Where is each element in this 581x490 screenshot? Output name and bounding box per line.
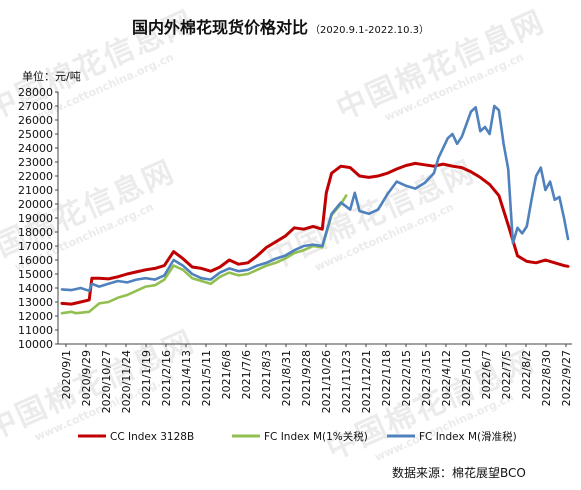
- y-tick-label: 12000: [18, 310, 53, 323]
- x-tick-label: 2021/12/21: [360, 350, 373, 413]
- legend-label: FC Index M(1%关税): [264, 430, 368, 443]
- x-tick-label: 2021/8/31: [280, 350, 293, 406]
- legend-label: CC Index 3128B: [110, 431, 194, 443]
- x-axis: 2020/9/1 2020/9/29 2020/10/27 2020/11/24 202…: [58, 343, 573, 413]
- legend: CC Index 3128B FC Index M(1%关税) FC Index M…: [78, 430, 517, 443]
- y-tick-label: 15000: [18, 268, 53, 281]
- x-tick-label: 2022/2/15: [400, 350, 413, 406]
- x-tick-label: 2020/11/24: [120, 350, 133, 413]
- x-tick-label: 2021/4/13: [180, 350, 193, 406]
- y-tick-label: 11000: [18, 324, 53, 337]
- x-tick-label: 2020/9/1: [60, 350, 73, 399]
- y-tick-label: 25000: [18, 128, 53, 141]
- y-tick-label: 27000: [18, 100, 53, 113]
- series-line: [60, 194, 348, 315]
- chart-title: 国内外棉花现货价格对比 （2020.9.1-2022.10.3）: [132, 14, 429, 38]
- x-tick-label: 2021/7/6: [240, 350, 253, 399]
- x-tick-label: 2022/4/12: [440, 350, 453, 406]
- y-tick-label: 24000: [18, 142, 53, 155]
- x-tick-label: 2022/5/10: [460, 350, 473, 406]
- x-tick-label: 2021/2/16: [160, 350, 173, 406]
- y-tick-label: 21000: [18, 184, 53, 197]
- y-tick-label: 19000: [18, 212, 53, 225]
- legend-label: FC Index M(滑准税): [419, 430, 517, 443]
- x-tick-label: 2022/7/5: [500, 350, 513, 399]
- x-tick-label: 2020/10/27: [100, 350, 113, 413]
- x-tick-label: 2022/8/30: [540, 350, 553, 406]
- x-tick-label: 2022/1/18: [380, 350, 393, 406]
- y-tick-label: 16000: [18, 254, 53, 267]
- x-tick-label: 2022/8/2: [520, 350, 533, 399]
- chart-title-text: 国内外棉花现货价格对比: [132, 18, 309, 37]
- x-tick-label: 2021/6/8: [220, 350, 233, 399]
- y-tick-label: 17000: [18, 240, 53, 253]
- chart-date-range: （2020.9.1-2022.10.3）: [310, 25, 430, 36]
- unit-label: 单位：元/吨: [22, 70, 81, 83]
- y-axis: 1000011000120001300014000150001600017000…: [18, 86, 59, 351]
- series-line: [60, 104, 570, 293]
- y-tick-label: 23000: [18, 156, 53, 169]
- y-tick-label: 18000: [18, 226, 53, 239]
- y-tick-label: 20000: [18, 198, 53, 211]
- y-tick-label: 13000: [18, 296, 53, 309]
- y-tick-label: 10000: [18, 338, 53, 351]
- x-tick-label: 2021/1/19: [140, 350, 153, 406]
- y-tick-label: 22000: [18, 170, 53, 183]
- x-tick-label: 2021/8/3: [260, 350, 273, 399]
- series-line: [60, 161, 570, 306]
- x-tick-label: 2022/3/15: [420, 350, 433, 406]
- y-tick-label: 26000: [18, 114, 53, 127]
- x-tick-label: 2020/9/29: [80, 350, 93, 406]
- x-tick-label: 2021/5/11: [200, 350, 213, 406]
- series-layer: [60, 104, 570, 315]
- x-tick-label: 2021/9/28: [300, 350, 313, 406]
- x-tick-label: 2022/9/27: [560, 350, 573, 406]
- y-tick-label: 14000: [18, 282, 53, 295]
- x-tick-label: 2021/10/26: [320, 350, 333, 413]
- source-note: 数据来源：棉花展望BCO: [392, 466, 526, 480]
- x-tick-label: 2022/6/7: [480, 350, 493, 399]
- y-tick-label: 28000: [18, 86, 53, 99]
- x-tick-label: 2021/11/23: [340, 350, 353, 413]
